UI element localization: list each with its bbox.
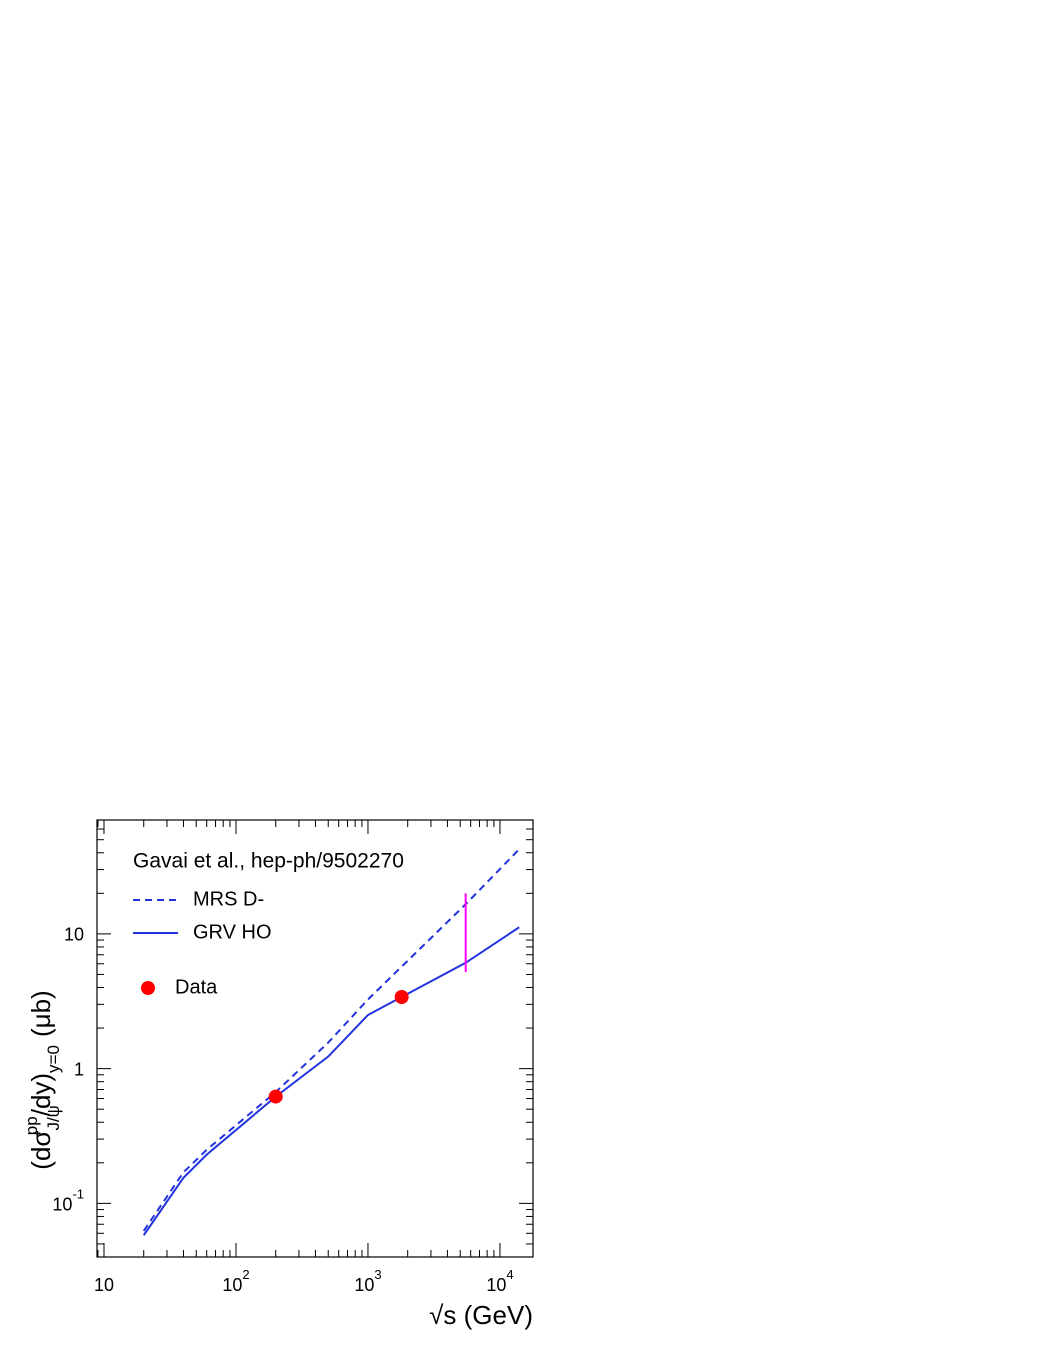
plot-frame <box>96 819 534 1258</box>
legend-marker <box>141 981 155 995</box>
x-axis-label: √s (GeV) <box>429 1300 533 1330</box>
data-point <box>268 1089 283 1104</box>
series-line <box>142 848 520 1232</box>
x-tick-label: 103 <box>354 1267 381 1294</box>
y-axis-label-part: y=0 <box>44 1045 63 1073</box>
y-axis-label-part: (μb) <box>26 990 56 1037</box>
x-tick-label: 102 <box>222 1267 249 1294</box>
y-tick-label: 10 <box>64 925 84 945</box>
legend-label: GRV HO <box>193 921 272 943</box>
x-tick-label: 10 <box>94 1275 114 1295</box>
y-axis-label-part: (dσ <box>26 1131 56 1170</box>
series-line <box>142 926 520 1236</box>
y-axis-label-part: J/ψ <box>44 1105 63 1130</box>
y-axis-label: (dσJ/ψpp/dy)y=0 (μb) <box>22 990 63 1169</box>
annotation: Gavai et al., hep-ph/9502270 <box>133 850 404 873</box>
legend-label: Data <box>175 976 218 998</box>
data-point <box>394 990 409 1005</box>
y-tick-label: 1 <box>74 1059 84 1079</box>
y-axis-label-part: /dy) <box>26 1073 56 1116</box>
legend-label: MRS D- <box>193 888 264 910</box>
y-tick-label: 10-1 <box>52 1187 84 1214</box>
y-axis-label-part: pp <box>22 1116 41 1135</box>
x-tick-label: 104 <box>486 1267 513 1294</box>
